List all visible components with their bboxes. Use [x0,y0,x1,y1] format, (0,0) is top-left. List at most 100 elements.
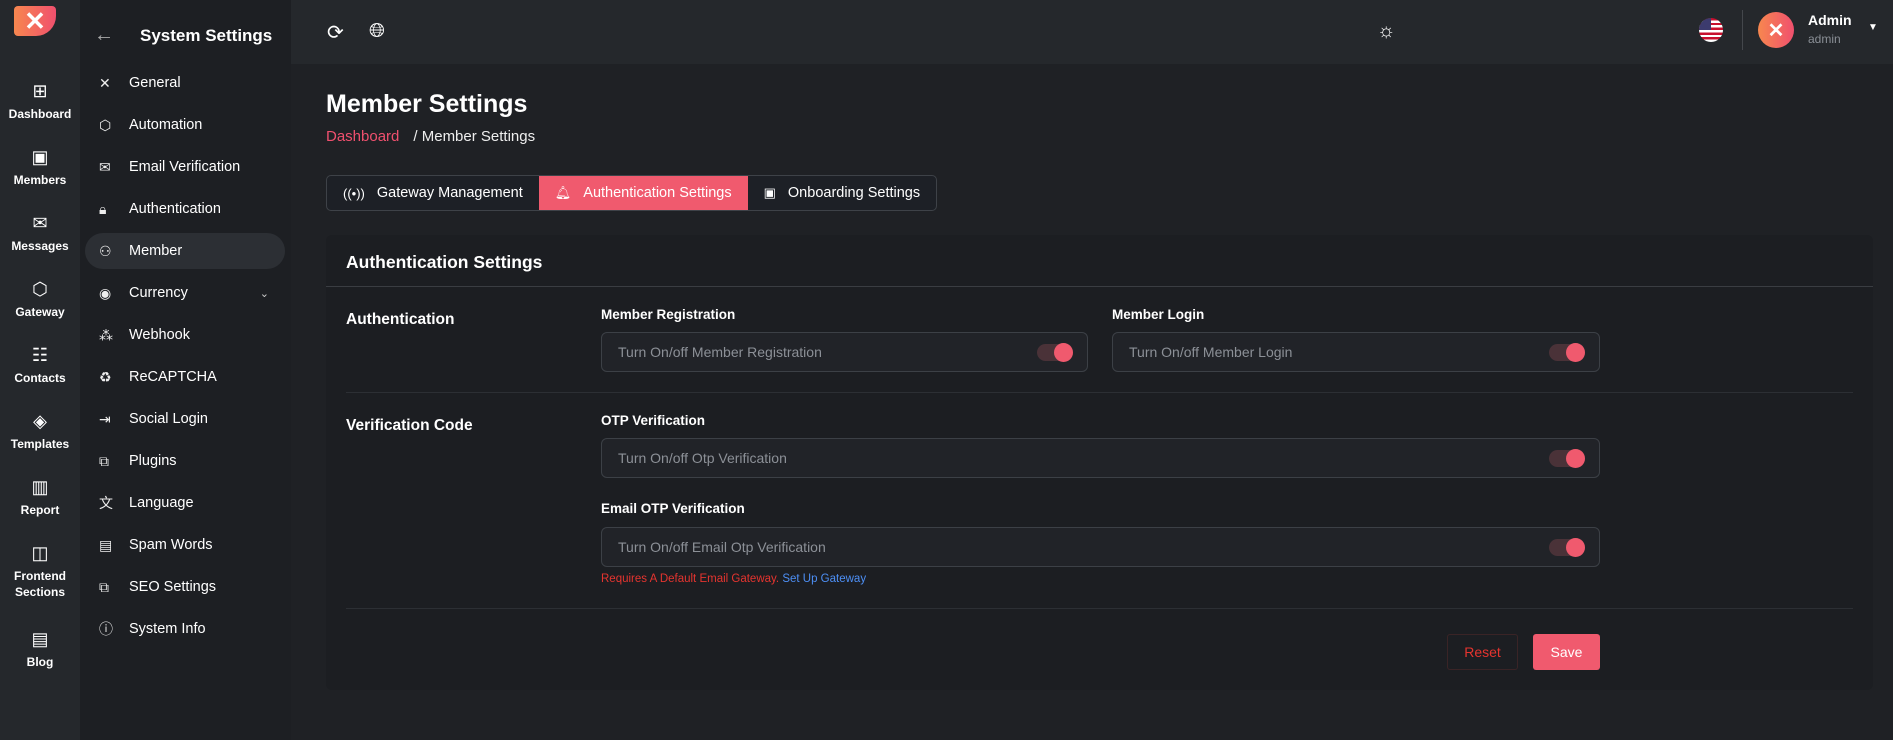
contacts-icon: ☷ [31,345,49,365]
field-text: Turn On/off Member Login [1129,344,1293,360]
field-text: Turn On/off Otp Verification [618,450,787,466]
onboarding-settings-icon: ▣ [763,185,776,200]
templates-icon: ◈ [33,411,47,431]
save-button[interactable]: Save [1533,634,1600,670]
sidebar-item-webhook[interactable]: ⁂ Webhook [85,317,285,353]
top-bar: ⟳ 🌐︎ ☼ ✕ Admin admin ▼ [291,0,1893,64]
sidebar-item-seo-settings[interactable]: ⧉ SEO Settings [85,569,285,605]
tab-onboarding-settings[interactable]: ▣ Onboarding Settings [748,176,936,210]
icon-rail: ✕ ⊞ Dashboard ▣ Members ✉ Messages ⬡ Gateway ☷ Co… [0,0,80,740]
back-arrow-icon[interactable]: ← [94,24,114,46]
rail-item-report[interactable]: ▥ Report [0,476,80,518]
authentication-icon: 🔒︎ [99,200,107,217]
sidebar-item-label: Webhook [129,327,190,343]
sidebar-item-email-verification[interactable]: ✉ Email Verification [85,149,285,185]
rail-item-blog[interactable]: ▤ Blog [0,628,80,670]
sidebar-item-recaptcha[interactable]: ♻ ReCAPTCHA [85,359,285,395]
tab-label: Authentication Settings [583,185,732,201]
member-login-label: Member Login [1112,307,1205,322]
user-role: admin [1808,32,1841,46]
dashboard-icon: ⊞ [32,81,48,101]
refresh-icon[interactable]: ⟳ [327,22,344,44]
breadcrumb-current: / Member Settings [413,128,536,145]
sidebar-item-currency[interactable]: ◉ Currency ⌄ [85,275,285,311]
rail-item-label: Blog [26,655,54,669]
sidebar-item-label: Email Verification [129,159,241,175]
settings-sidebar: ← System Settings ✕ General ⬡ Automation ✉ Em… [80,0,291,740]
section-authentication: Authentication [346,311,455,328]
sidebar-item-label: Plugins [129,453,177,469]
warning-text: Requires A Default Email Gateway. [601,573,780,585]
sidebar-item-social-login[interactable]: ⇥ Social Login [85,401,285,437]
rail-item-templates[interactable]: ◈ Templates [0,410,80,452]
member-login-toggle[interactable] [1549,343,1585,362]
otp-verification-field: Turn On/off Otp Verification [601,438,1600,478]
rail-item-gateway[interactable]: ⬡ Gateway [0,278,80,320]
email-otp-verification-field: Turn On/off Email Otp Verification [601,527,1600,567]
member-registration-label: Member Registration [601,307,736,322]
tab-gateway-management[interactable]: ((•)) Gateway Management [327,176,539,210]
rail-item-label: Dashboard [8,107,72,121]
avatar[interactable]: ✕ [1758,12,1794,48]
sidebar-item-general[interactable]: ✕ General [85,65,285,101]
breadcrumb-dashboard[interactable]: Dashboard [326,128,400,145]
tab-authentication-settings[interactable]: 🔔︎ Authentication Settings [538,176,748,210]
user-name[interactable]: Admin [1808,12,1852,28]
email-gateway-warning: Requires A Default Email Gateway. Set Up… [601,573,866,585]
sidebar-item-plugins[interactable]: ⧉ Plugins [85,443,285,479]
reset-button[interactable]: Reset [1447,634,1518,670]
sidebar-title: System Settings [140,25,273,45]
otp-verification-toggle[interactable] [1549,449,1585,468]
rail-item-contacts[interactable]: ☷ Contacts [0,344,80,386]
field-text: Turn On/off Email Otp Verification [618,539,826,555]
tab-label: Gateway Management [376,185,523,201]
member-icon: ⚇ [99,242,112,259]
otp-verification-label: OTP Verification [601,413,706,428]
sidebar-item-authentication[interactable]: 🔒︎ Authentication [85,191,285,227]
chevron-down-icon[interactable]: ⌄ [259,287,269,300]
app-logo[interactable]: ✕ [14,6,56,36]
rail-item-label: Messages [11,239,69,253]
theme-sun-icon[interactable]: ☼ [1377,20,1396,42]
rail-item-members[interactable]: ▣ Members [0,146,80,188]
authentication-settings-card: Authentication Settings Authentication M… [326,235,1873,690]
globe-icon[interactable]: 🌐︎ [369,20,385,42]
sidebar-item-label: System Info [129,621,206,637]
automation-icon: ⬡ [99,116,112,133]
authentication-settings-icon: 🔔︎ [554,185,572,200]
member-registration-field: Turn On/off Member Registration [601,332,1088,372]
plugins-icon: ⧉ [99,452,109,469]
breadcrumb: Dashboard / Member Settings [326,128,535,145]
rail-item-frontend-sections[interactable]: ◫ Frontend Sections [0,542,80,600]
sidebar-item-system-info[interactable]: ⓘ System Info [85,611,285,647]
sidebar-item-label: SEO Settings [129,579,217,595]
sidebar-item-label: Social Login [129,411,208,427]
report-icon: ▥ [31,477,49,497]
email-otp-verification-toggle[interactable] [1549,538,1585,557]
sidebar-item-label: Currency [129,285,188,301]
rail-item-label: Gateway [15,305,65,319]
caret-down-icon[interactable]: ▼ [1868,22,1878,33]
currency-icon: ◉ [99,284,112,301]
sidebar-item-label: General [129,75,181,91]
rail-item-label: Contacts [14,371,66,385]
set-up-gateway-link[interactable]: Set Up Gateway [782,573,867,585]
rail-item-messages[interactable]: ✉ Messages [0,212,80,254]
us-flag-language-icon[interactable] [1699,18,1723,42]
sidebar-item-label: ReCAPTCHA [129,369,217,385]
sidebar-item-automation[interactable]: ⬡ Automation [85,107,285,143]
divider [1742,10,1743,50]
rail-item-dashboard[interactable]: ⊞ Dashboard [0,80,80,122]
webhook-icon: ⁂ [99,326,113,343]
rail-item-label: Report [20,503,60,517]
member-registration-toggle[interactable] [1037,343,1073,362]
sidebar-item-member[interactable]: ⚇ Member [85,233,285,269]
sidebar-item-label: Automation [129,117,203,133]
blog-icon: ▤ [31,629,49,649]
rail-item-label: Frontend Sections [14,569,66,599]
sidebar-item-label: Member [129,243,183,259]
sidebar-item-language[interactable]: 文 Language [85,485,285,521]
sidebar-item-spam-words[interactable]: ▤ Spam Words [85,527,285,563]
card-title: Authentication Settings [326,235,1873,287]
frontend-sections-icon: ◫ [31,543,49,563]
